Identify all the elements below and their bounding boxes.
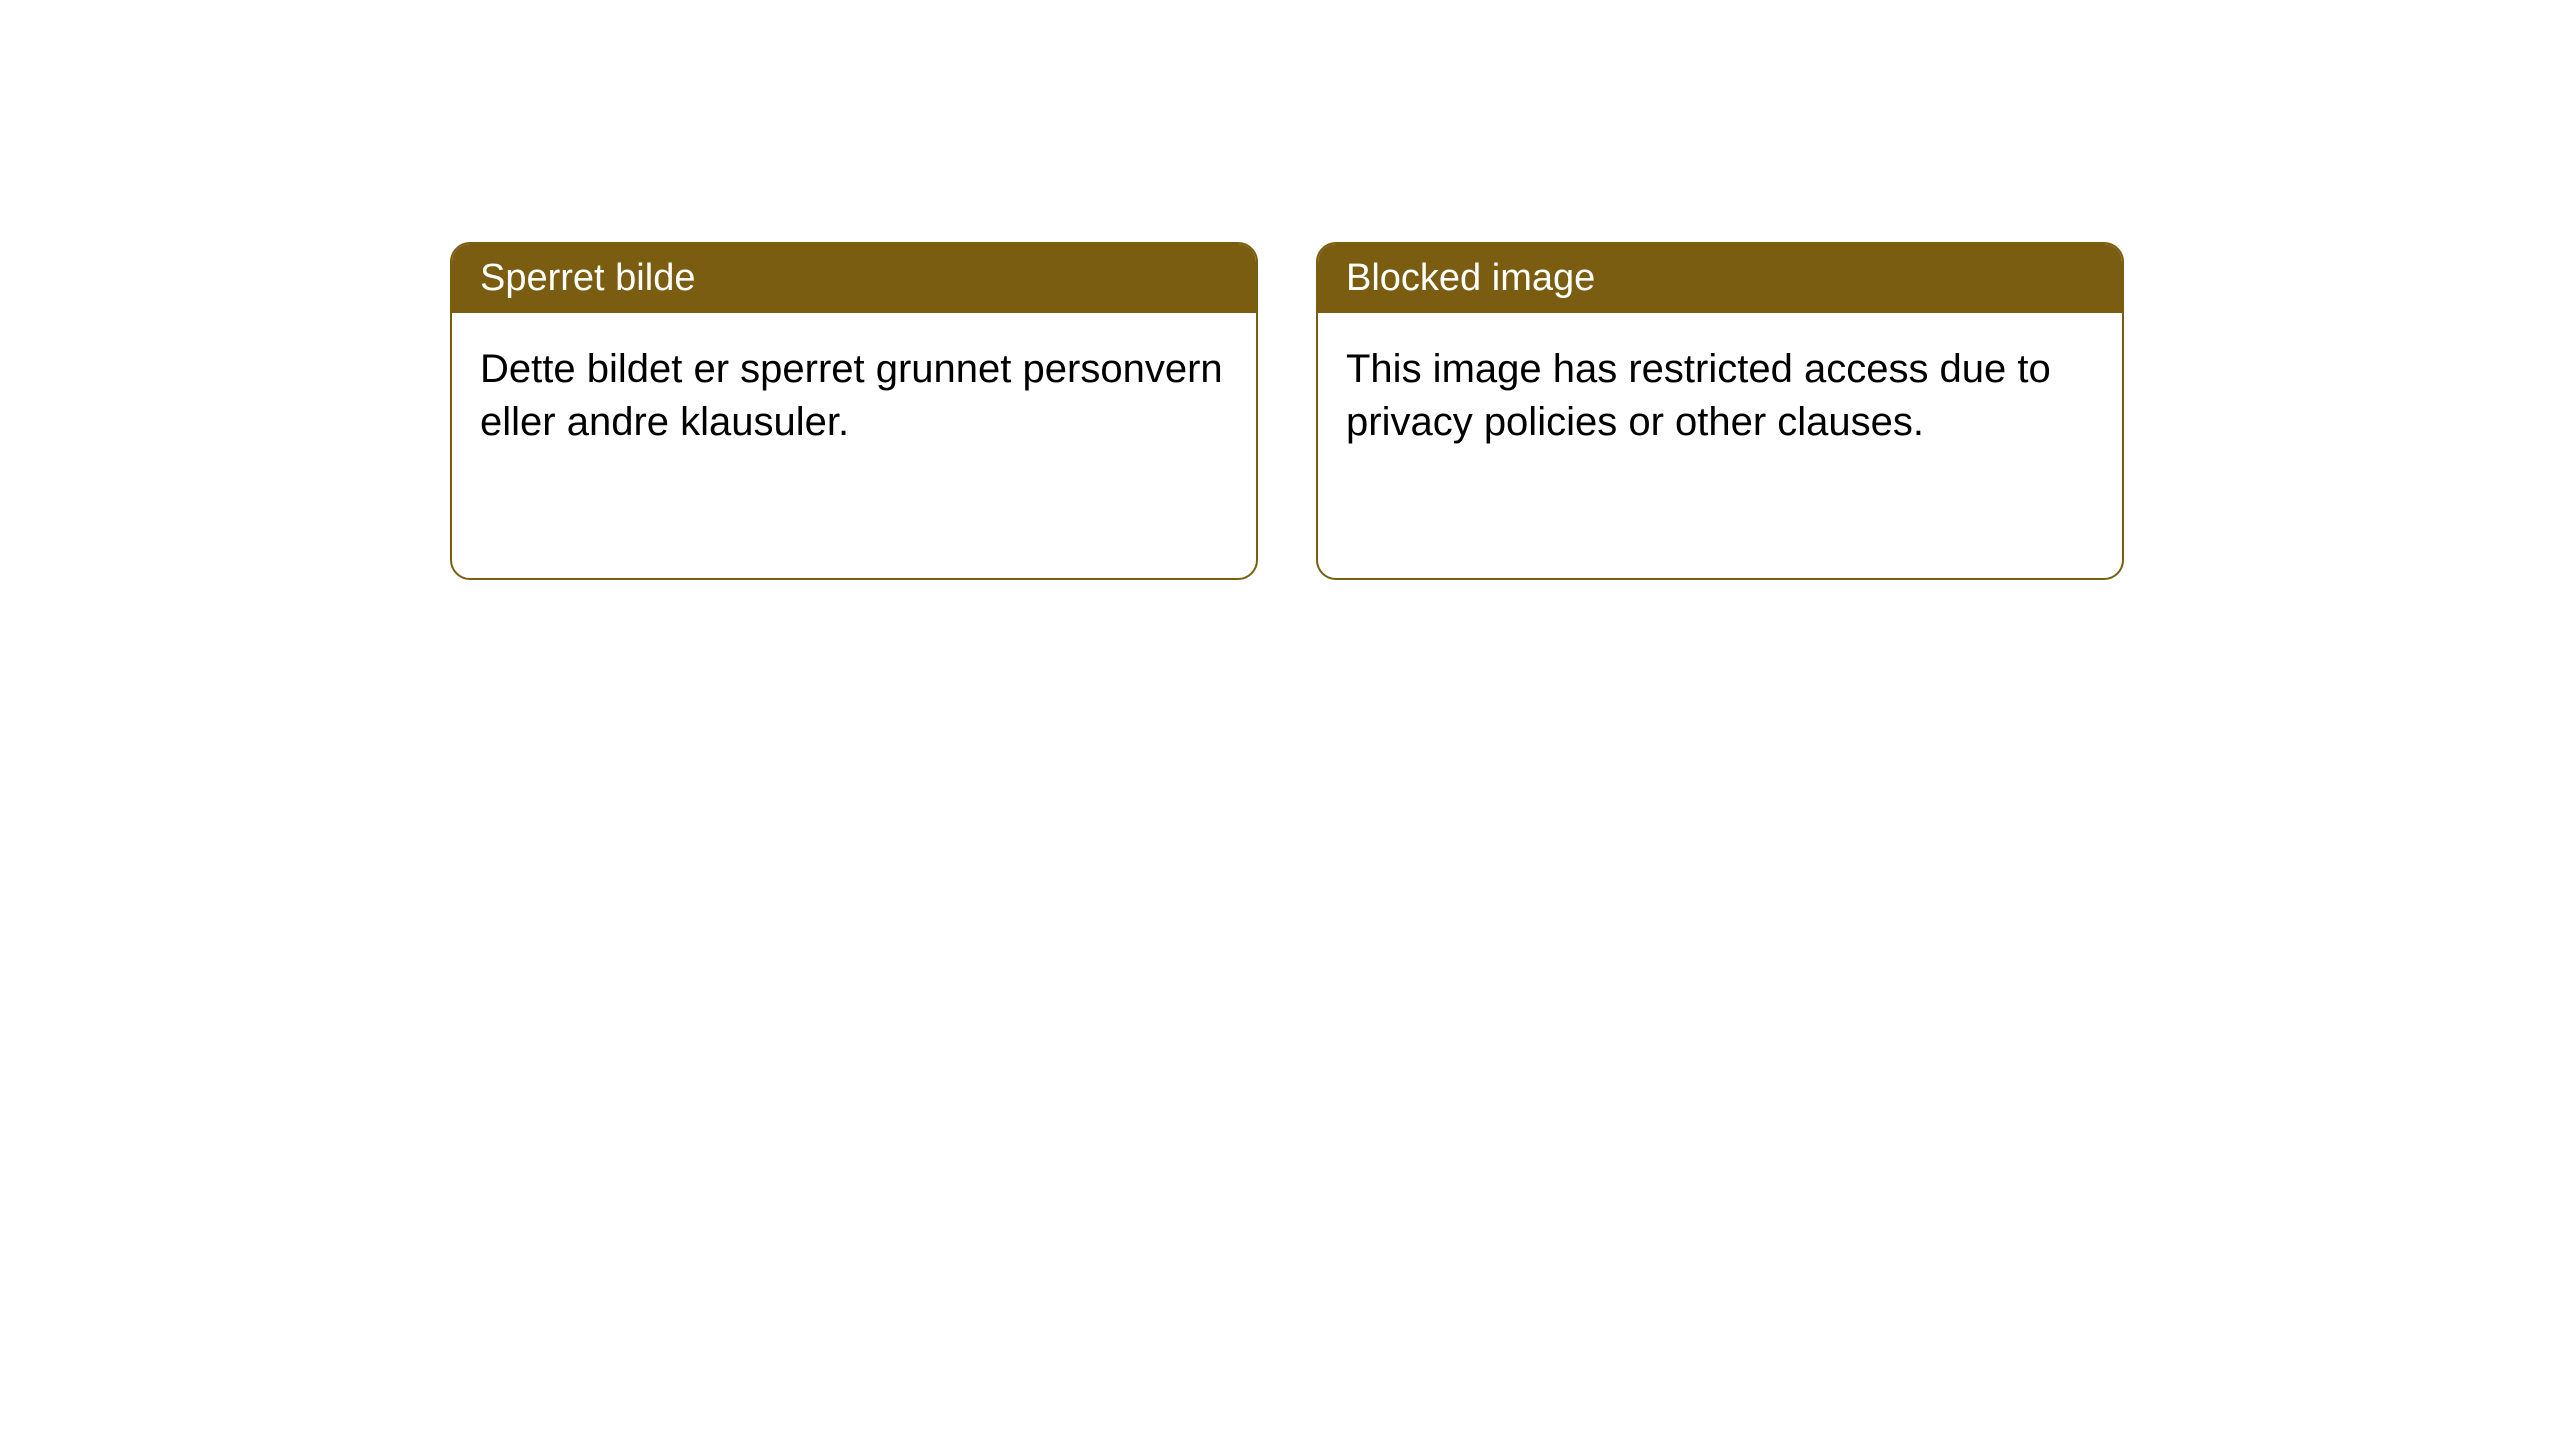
notice-card-norwegian: Sperret bilde Dette bildet er sperret gr…: [450, 242, 1258, 580]
notice-card-title: Sperret bilde: [452, 244, 1256, 313]
notice-card-title: Blocked image: [1318, 244, 2122, 313]
notice-card-body: This image has restricted access due to …: [1318, 313, 2122, 479]
notice-card-body: Dette bildet er sperret grunnet personve…: [452, 313, 1256, 479]
notice-card-english: Blocked image This image has restricted …: [1316, 242, 2124, 580]
notice-card-container: Sperret bilde Dette bildet er sperret gr…: [450, 242, 2124, 580]
